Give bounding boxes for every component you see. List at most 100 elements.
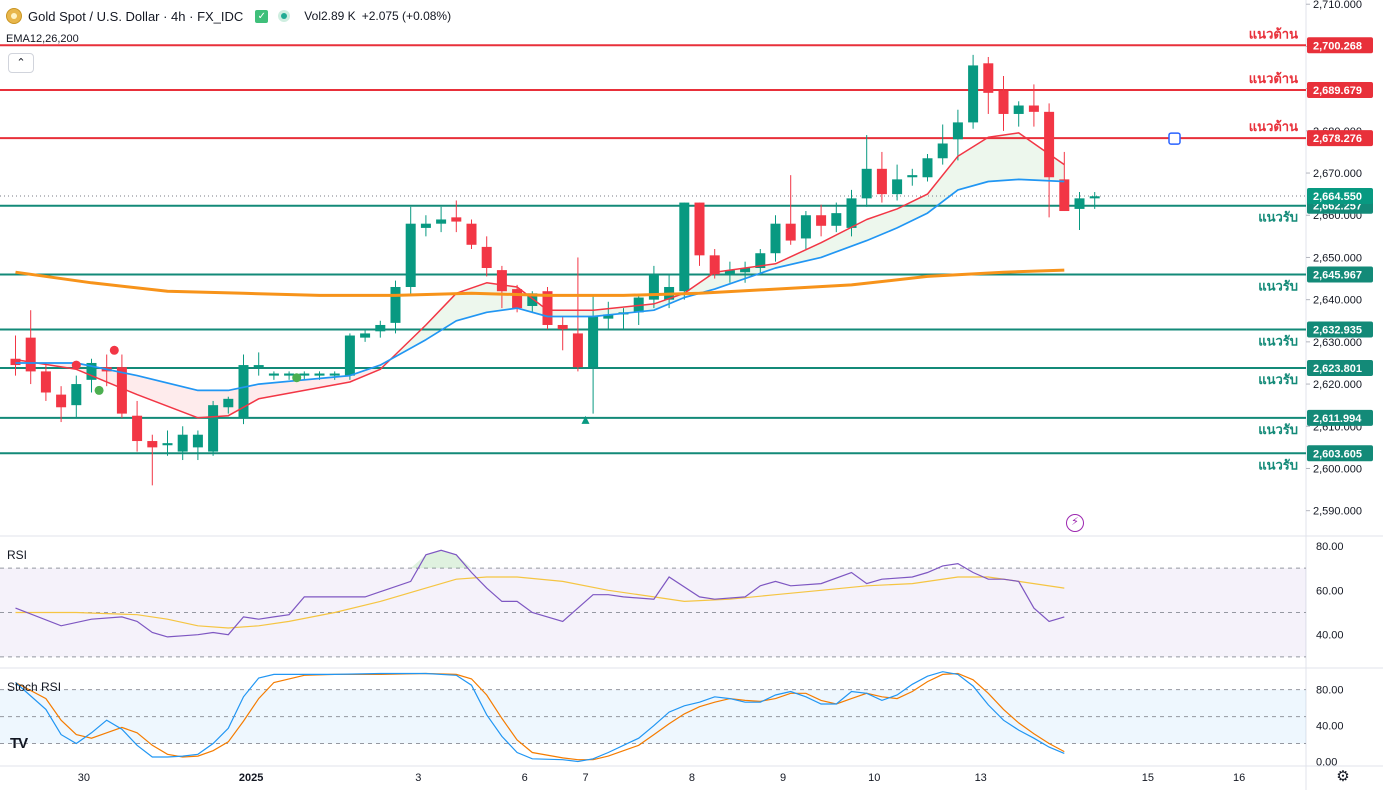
candle-body [420, 223, 431, 228]
flash-icon[interactable]: ⚡ [1066, 514, 1084, 532]
candle-body [344, 335, 355, 376]
price-badge-text: 2,678.276 [1313, 133, 1362, 145]
price-axis-label: 2,710.000 [1313, 0, 1362, 11]
candle-body [937, 143, 948, 159]
candle-body [876, 168, 887, 195]
stoch-axis-label: 0.00 [1316, 757, 1337, 769]
price-badge-support [1307, 321, 1373, 338]
rsi-ma-line [15, 576, 1065, 629]
signal-dot [292, 373, 302, 383]
candle-body [952, 122, 963, 140]
candle [846, 189, 857, 237]
candle-body [709, 255, 720, 275]
level-label-support: แนวรับ [1258, 334, 1298, 349]
time-axis-label: 13 [975, 772, 987, 784]
level-label-support: แนวรับ [1258, 279, 1298, 294]
volume-value: 2.89 K [320, 9, 356, 23]
level-label-resistance: แนวต้าน [1249, 26, 1298, 42]
candle-body [679, 202, 690, 292]
candle [770, 215, 781, 262]
candle-body [922, 158, 933, 178]
candle-body [1044, 111, 1055, 178]
candle-body [314, 373, 325, 376]
candle-body [192, 434, 203, 448]
candle-body [740, 268, 751, 273]
candle-body [1074, 198, 1085, 209]
candle [71, 375, 82, 418]
price-axis-label: 2,590.000 [1313, 506, 1362, 518]
stoch-axis-label: 40.00 [1316, 721, 1344, 733]
price-badge-support [1307, 409, 1373, 426]
gear-icon[interactable]: ⚙ [1336, 768, 1350, 785]
candle [147, 434, 158, 486]
price-badge-support [1307, 360, 1373, 377]
candle-body [861, 168, 872, 199]
time-axis-label: 8 [689, 772, 695, 784]
candle [177, 426, 188, 461]
candle [861, 135, 872, 207]
price-axis-label: 2,650.000 [1313, 252, 1362, 264]
price-axis-label: 2,620.000 [1313, 379, 1362, 391]
candle-body [800, 215, 811, 239]
candle [648, 265, 659, 309]
chevron-up-icon: ⌃ [16, 57, 26, 69]
candle [10, 335, 21, 376]
market-status-icon[interactable] [278, 10, 291, 22]
price-badge-support [1307, 266, 1373, 283]
candle-body [132, 415, 143, 442]
price-badge-resistance [1307, 37, 1373, 54]
candle-body [284, 373, 295, 376]
candle [724, 261, 735, 283]
time-axis-label: 3 [415, 772, 421, 784]
candle-body [892, 179, 903, 195]
candle-body [968, 65, 979, 123]
candle-body [56, 394, 67, 408]
candle-body [1089, 196, 1100, 199]
symbol-title[interactable]: Gold Spot / U.S. Dollar · 4h · FX_IDC [28, 8, 244, 24]
candle [25, 310, 36, 385]
candle [375, 320, 386, 338]
stoch-k-line [15, 671, 1065, 763]
price-badge-support [1307, 445, 1373, 462]
signal-triangle [581, 415, 590, 424]
check-icon: ✓ [255, 9, 269, 23]
collapse-legend-button[interactable]: ⌃ [8, 53, 34, 73]
drawing-handle [1168, 132, 1181, 145]
candle [344, 333, 355, 380]
last-price-badge [1307, 188, 1373, 205]
candle-body [329, 373, 340, 376]
time-axis-label: 6 [522, 772, 528, 784]
candle-body [557, 324, 568, 330]
candle [998, 75, 1009, 131]
tradingview-logo[interactable]: TV [10, 735, 28, 752]
candle [299, 371, 310, 380]
candle [268, 371, 279, 380]
candle [1074, 192, 1085, 231]
signal-dot [109, 345, 119, 355]
candle-body [299, 373, 310, 376]
candle-body [785, 223, 796, 241]
candle [466, 219, 477, 250]
candle [907, 168, 918, 186]
time-axis-label: 30 [78, 772, 90, 784]
candle-body [998, 90, 1009, 114]
candle [800, 211, 811, 250]
time-axis-label: 9 [780, 772, 786, 784]
level-label-support: แนวรับ [1258, 211, 1298, 226]
candle [694, 202, 705, 266]
ema-line-1 [15, 132, 1065, 419]
rsi-pane-title[interactable]: RSI [7, 548, 28, 562]
indicator-legend[interactable]: EMA12,26,200 [6, 33, 79, 45]
candle [208, 400, 219, 456]
time-axis-label: 16 [1233, 772, 1245, 784]
signal-dot [94, 385, 104, 395]
candle [937, 124, 948, 165]
stoch-rsi-pane-title[interactable]: Stoch RSI [7, 680, 62, 694]
rsi-axis-label: 80.00 [1316, 541, 1344, 553]
candle [436, 206, 447, 233]
candle-body [177, 434, 188, 452]
candle [785, 175, 796, 245]
price-axis-label: 2,630.000 [1313, 337, 1362, 349]
